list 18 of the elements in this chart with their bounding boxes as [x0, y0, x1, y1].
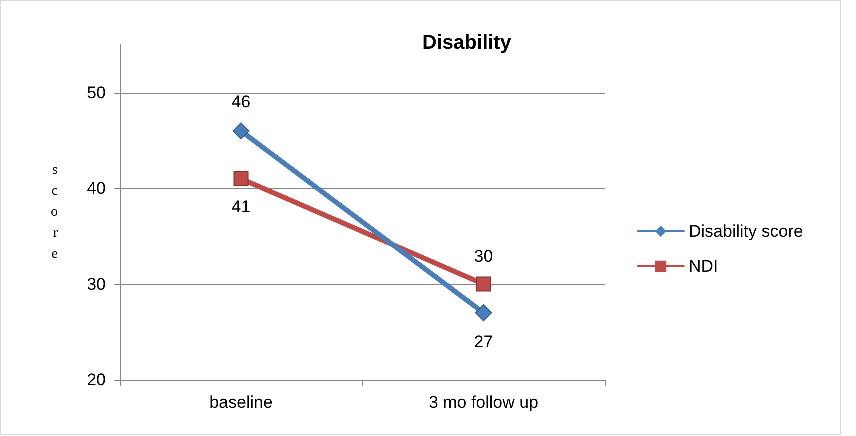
- point: [234, 172, 249, 186]
- data-label: 41: [232, 198, 251, 216]
- data-label: 27: [474, 332, 494, 352]
- y-axis-title: score: [51, 163, 58, 262]
- y-tick-label: 30: [87, 274, 106, 294]
- legend-label: Disability score: [689, 222, 804, 241]
- y-tick-label: 20: [87, 370, 106, 390]
- data-label: 30: [474, 246, 494, 266]
- x-tick-label: baseline: [210, 393, 273, 412]
- legend-label: NDI: [689, 257, 718, 276]
- chart-title: Disability: [422, 32, 512, 54]
- y-tick-label: 50: [87, 83, 106, 102]
- point: [232, 122, 250, 140]
- y-tick-label: 40: [87, 179, 106, 198]
- point: [476, 276, 492, 292]
- point: [475, 304, 492, 322]
- x-tick-label: 3 mo follow up: [428, 393, 539, 412]
- data-label: 46: [232, 92, 251, 112]
